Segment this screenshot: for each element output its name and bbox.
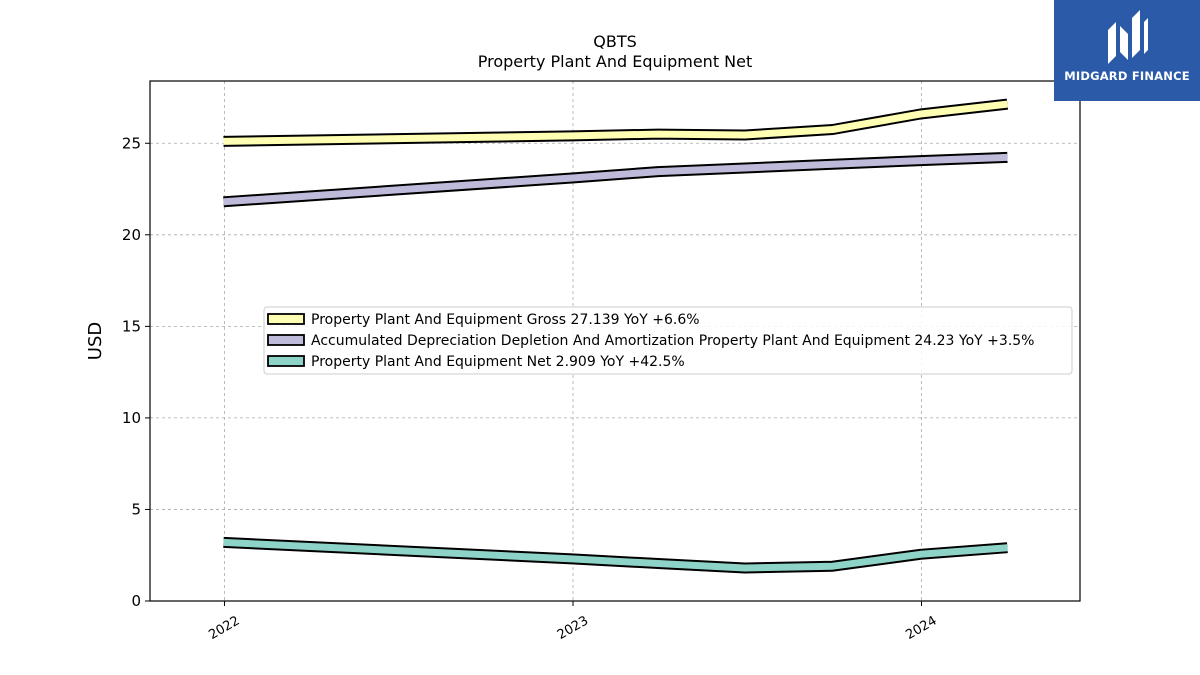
- logo-text: MIDGARD FINANCE: [1064, 69, 1190, 83]
- legend-label-ppe-net: Property Plant And Equipment Net 2.909 Y…: [311, 354, 685, 370]
- legend: Property Plant And Equipment Gross 27.13…: [263, 306, 1073, 375]
- midgard-logo-icon: [1108, 10, 1148, 64]
- series-line-0: [223, 100, 1008, 145]
- y-axis-label: USD: [85, 322, 106, 360]
- series-layer: [223, 98, 1009, 574]
- legend-swatch-ppe-net: [267, 355, 305, 367]
- legend-label-accumulated-depreciation: Accumulated Depreciation Depletion And A…: [311, 333, 1034, 349]
- x-tick-label: 2023: [555, 613, 591, 643]
- legend-box: [263, 306, 1073, 375]
- brand-logo: MIDGARD FINANCE: [1054, 0, 1200, 101]
- legend-label-ppe-gross: Property Plant And Equipment Gross 27.13…: [311, 312, 700, 328]
- x-tick-label: 2024: [903, 613, 939, 643]
- legend-swatch-ppe-gross: [267, 313, 305, 325]
- legend-swatch-accumulated-depreciation: [267, 334, 305, 346]
- chart-subtitle: Property Plant And Equipment Net: [478, 52, 753, 71]
- y-tick-label: 5: [131, 500, 141, 518]
- y-tick-label: 15: [122, 317, 141, 335]
- y-tick-label: 10: [122, 409, 141, 427]
- plot-frame: [149, 80, 1081, 602]
- y-tick-label: 25: [122, 134, 141, 152]
- chart-title: QBTS: [593, 32, 637, 51]
- x-tick-label: 2022: [206, 613, 242, 643]
- series-line-2: [223, 538, 1008, 572]
- y-tick-label: 0: [131, 592, 141, 610]
- series-line-1: [223, 153, 1008, 206]
- y-tick-label: 20: [122, 226, 141, 244]
